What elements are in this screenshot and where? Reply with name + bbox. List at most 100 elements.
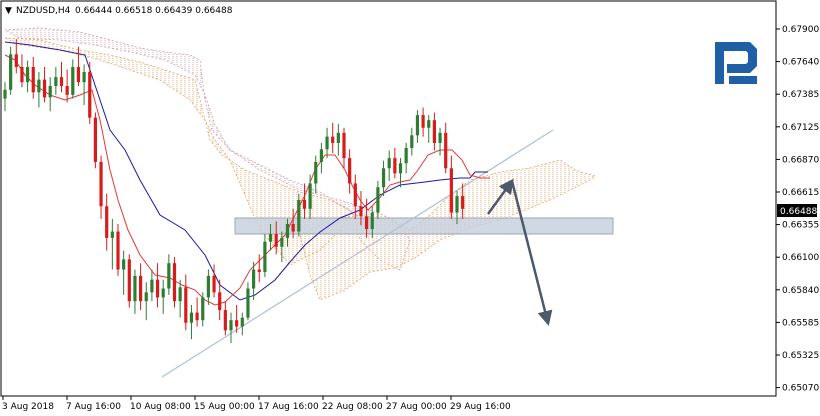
price-tick-label: 0.67385 xyxy=(782,90,819,100)
candle xyxy=(223,301,227,336)
candle xyxy=(144,282,148,321)
candle xyxy=(20,54,24,88)
candle xyxy=(432,112,436,151)
price-tick-label: 0.67900 xyxy=(782,25,819,35)
candle xyxy=(359,191,363,226)
candle xyxy=(48,77,52,112)
candle xyxy=(376,180,380,219)
price-tick-label: 0.65325 xyxy=(782,351,819,361)
candle xyxy=(449,155,453,219)
support-zone xyxy=(234,217,614,235)
time-tick-label: 15 Aug 00:00 xyxy=(194,402,255,412)
candle xyxy=(71,59,75,99)
current-price-marker: 0.66488 xyxy=(777,204,817,217)
candle xyxy=(14,39,18,74)
candle xyxy=(331,122,335,154)
candle xyxy=(184,274,188,331)
candle xyxy=(54,66,58,95)
candle xyxy=(88,61,92,124)
candle xyxy=(348,149,352,194)
candle xyxy=(404,142,408,174)
candle xyxy=(82,64,86,105)
time-scale[interactable]: 3 Aug 2018 7 Aug 16:00 10 Aug 08:00 15 Aug … xyxy=(2,396,511,412)
tenkan-sen-line xyxy=(4,54,490,306)
price-scale[interactable]: 0.67900 0.67640 0.67385 0.67125 0.66870 0.666… xyxy=(776,25,819,394)
candle xyxy=(26,60,30,93)
candle xyxy=(427,115,431,143)
R-logo-icon xyxy=(715,42,757,84)
candle xyxy=(76,46,81,86)
candle xyxy=(268,223,273,251)
candle xyxy=(31,56,35,99)
ohlc-values: 0.66444 0.66518 0.66439 0.66488 xyxy=(75,6,233,16)
ascending-trendline xyxy=(161,129,554,378)
time-tick-label: 7 Aug 16:00 xyxy=(66,402,121,412)
candle xyxy=(105,193,109,251)
candle xyxy=(59,61,64,93)
candle xyxy=(235,304,239,333)
candle xyxy=(455,191,459,224)
candle xyxy=(410,127,414,156)
candle xyxy=(461,183,465,219)
svg-text:0.66488: 0.66488 xyxy=(780,207,817,217)
candle xyxy=(150,269,154,302)
symbol-menu-icon[interactable]: ▼ xyxy=(5,6,12,16)
candle xyxy=(302,183,307,219)
candle xyxy=(240,312,244,336)
price-tick-label: 0.66355 xyxy=(782,221,819,231)
candle xyxy=(167,254,171,295)
candle xyxy=(133,269,137,314)
candle xyxy=(257,254,261,283)
candle xyxy=(195,297,199,327)
candle xyxy=(444,122,448,174)
candle xyxy=(398,158,403,188)
cloud-upper-orange xyxy=(4,37,353,266)
time-tick-label: 17 Aug 16:00 xyxy=(258,402,319,412)
candle xyxy=(314,155,318,194)
candle xyxy=(172,256,177,308)
candle xyxy=(42,66,47,103)
candle xyxy=(342,127,346,169)
price-tick-label: 0.67640 xyxy=(782,58,819,68)
candle xyxy=(139,263,143,311)
candle xyxy=(178,279,182,318)
candle xyxy=(280,231,284,262)
price-tick-label: 0.65070 xyxy=(782,384,819,394)
candle xyxy=(252,261,256,300)
price-tick-label: 0.66100 xyxy=(782,253,819,263)
candle xyxy=(161,279,165,314)
candle xyxy=(201,292,205,327)
candle xyxy=(365,198,369,238)
price-tick-label: 0.65840 xyxy=(782,286,819,296)
candle xyxy=(438,127,442,156)
candle xyxy=(99,155,103,219)
candle xyxy=(393,148,397,179)
candle xyxy=(274,221,278,255)
candle xyxy=(285,218,290,247)
time-tick-label: 27 Aug 00:00 xyxy=(386,402,447,412)
candle xyxy=(155,263,160,308)
candle xyxy=(246,282,250,321)
time-tick-label: 22 Aug 08:00 xyxy=(322,402,383,412)
candle xyxy=(218,279,222,321)
candle xyxy=(37,72,41,108)
candle xyxy=(325,127,329,159)
candle xyxy=(291,208,295,238)
candle xyxy=(93,112,97,169)
time-tick-label: 29 Aug 16:00 xyxy=(450,402,511,412)
price-tick-label: 0.66615 xyxy=(782,188,819,198)
kijun-sen-line xyxy=(4,41,488,301)
price-candles xyxy=(3,39,465,343)
symbol-label: NZDUSD,H4 xyxy=(16,6,71,16)
candle xyxy=(212,264,216,298)
candle xyxy=(127,254,131,308)
candle xyxy=(229,312,233,343)
candle xyxy=(308,174,312,219)
forecast-arrow-down xyxy=(510,180,553,326)
time-tick-label: 3 Aug 2018 xyxy=(2,402,54,412)
candle xyxy=(370,206,374,238)
forecast-arrow-up xyxy=(486,178,514,215)
candle xyxy=(415,110,420,143)
